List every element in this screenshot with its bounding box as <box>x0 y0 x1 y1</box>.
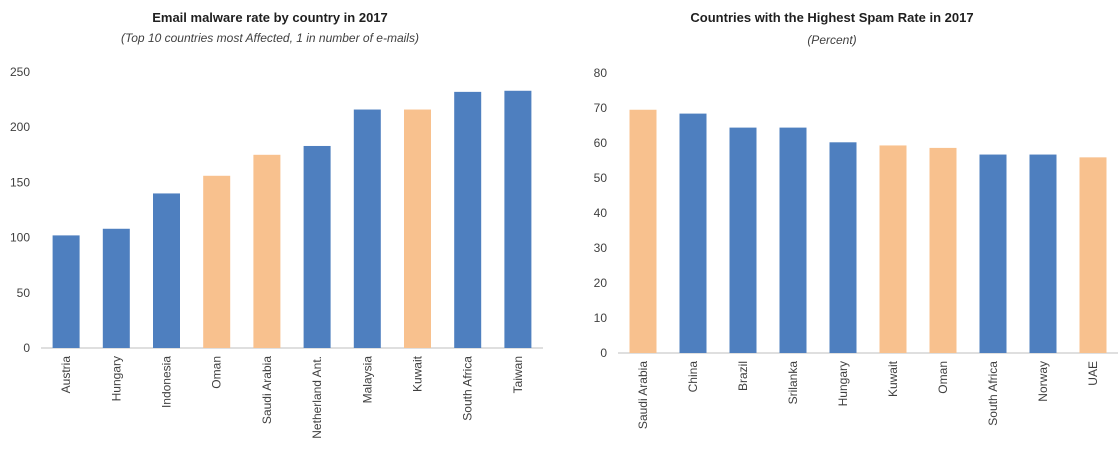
chart1-category-label: South Africa <box>461 356 475 421</box>
chart2-bar <box>729 127 757 353</box>
chart2-category-label: Srilanka <box>786 361 800 405</box>
chart1-ytick-label: 200 <box>10 120 30 134</box>
chart2-bar <box>1079 157 1107 353</box>
chart1-bar <box>203 175 231 348</box>
chart2-category-label: China <box>686 361 700 393</box>
chart2-bar <box>929 147 957 353</box>
chart1-subtitle: (Top 10 countries most Affected, 1 in nu… <box>121 31 419 45</box>
chart1-bar <box>102 228 130 348</box>
chart1-bar <box>454 91 482 348</box>
chart2-bar <box>629 109 657 353</box>
chart2-plot-area: 0 10 20 30 40 50 60 70 80 Saudi Arabia China Brazil… <box>594 66 1118 429</box>
chart1-category-label: Taiwan <box>511 356 525 393</box>
chart2-bar <box>879 145 907 353</box>
chart1-ytick-label: 100 <box>10 231 30 245</box>
chart1-bar <box>303 145 331 348</box>
chart1-ytick-label: 150 <box>10 175 30 189</box>
chart2-ytick-label: 10 <box>594 311 608 325</box>
chart2-subtitle: (Percent) <box>807 33 856 47</box>
chart2-bar <box>1029 154 1057 353</box>
chart2-category-label: South Africa <box>986 361 1000 426</box>
chart1-ytick-label: 250 <box>10 65 30 79</box>
chart2-category-label: Brazil <box>736 361 750 391</box>
chart1-bar <box>404 109 431 348</box>
chart1-ytick-label: 50 <box>17 286 31 300</box>
chart1-category-label: Oman <box>210 356 224 389</box>
chart2-ytick-label: 70 <box>594 101 608 115</box>
chart2-category-label: Oman <box>936 361 950 394</box>
chart1-ytick-label: 0 <box>23 341 30 355</box>
chart2-ytick-label: 80 <box>594 66 608 80</box>
chart1-title: Email malware rate by country in 2017 <box>152 10 388 25</box>
chart2-category-label: Kuwait <box>886 360 900 397</box>
chart1-plot-area: 0 50 100 150 200 250 Austria Hungary Indonesia Om… <box>10 65 543 439</box>
chart2-ytick-label: 30 <box>594 241 608 255</box>
chart2-ytick-label: 20 <box>594 276 608 290</box>
chart1-bar <box>504 90 532 348</box>
chart1-category-label: Indonesia <box>160 356 174 408</box>
chart1-category-label: Austria <box>59 356 73 394</box>
chart2-bar <box>679 113 707 353</box>
chart2-ytick-label: 0 <box>600 346 607 360</box>
chart2-bar <box>779 127 807 353</box>
chart2-category-label: Saudi Arabia <box>636 361 650 429</box>
chart1-bar <box>253 154 281 348</box>
chart1-bar <box>153 193 180 348</box>
chart1-category-label: Hungary <box>109 356 123 401</box>
chart1-category-label: Malaysia <box>360 356 374 404</box>
chart2-ytick-label: 50 <box>594 171 608 185</box>
chart2-title: Countries with the Highest Spam Rate in … <box>690 10 973 25</box>
chart2-ytick-label: 60 <box>594 136 608 150</box>
chart2-category-label: Norway <box>1036 361 1050 402</box>
chart1-category-label: Netherland Ant. <box>310 356 324 439</box>
chart2-bar <box>979 154 1007 353</box>
chart1-category-label: Saudi Arabia <box>260 356 274 424</box>
chart2-bar <box>829 142 857 353</box>
chart1-bar <box>52 235 80 348</box>
chart2-category-label: UAE <box>1086 361 1100 386</box>
chart1-category-label: Kuwait <box>411 355 425 392</box>
chart2-ytick-label: 40 <box>594 206 608 220</box>
chart1-bar <box>353 109 381 348</box>
chart2-category-label: Hungary <box>836 361 850 406</box>
